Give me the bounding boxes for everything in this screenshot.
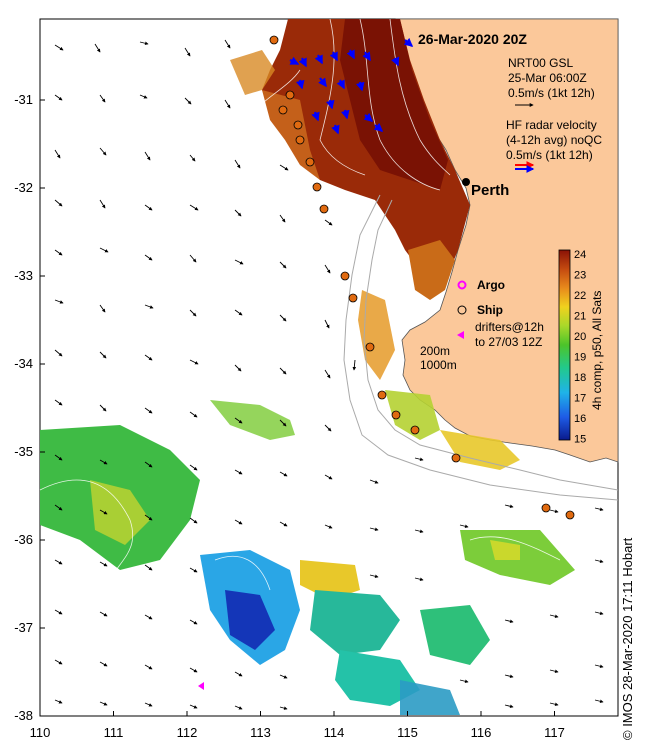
legend-gsl-line3: 0.5m/s (1kt 12h): [508, 86, 595, 100]
x-tick-label: 114: [324, 725, 345, 740]
x-tick-label: 116: [471, 725, 492, 740]
colorbar-tick-label: 17: [574, 393, 586, 405]
legend-drifters-line1: drifters@12h: [475, 320, 544, 334]
legend: NRT00 GSL 25-Mar 06:00Z 0.5m/s (1kt 12h)…: [420, 56, 602, 372]
colorbar-tick-label: 24: [574, 249, 586, 261]
y-tick-label: -33: [14, 268, 33, 283]
sst-patches: [40, 19, 575, 715]
y-tick-label: -32: [14, 180, 33, 195]
colorbar-ticks: 24 23 22 21 20 19 18 17 16 15: [574, 249, 586, 446]
isobaths: [343, 194, 619, 501]
colorbar-tick-label: 15: [574, 434, 586, 446]
colorbar-tick-label: 20: [574, 331, 586, 343]
colorbar-tick-label: 19: [574, 352, 586, 364]
colorbar-tick-label: 18: [574, 372, 586, 384]
legend-hf-line1: HF radar velocity: [506, 118, 597, 132]
drifter-legend-icon: [457, 331, 464, 339]
legend-hf-line2: (4-12h avg) noQC: [506, 133, 602, 147]
legend-gsl-line1: NRT00 GSL: [508, 56, 573, 70]
ship-markers: [269, 35, 575, 520]
x-tick-label: 110: [30, 725, 51, 740]
map-title: 26-Mar-2020 20Z: [418, 31, 527, 47]
legend-drifters-line2: to 27/03 12Z: [475, 335, 542, 349]
colorbar-tick-label: 21: [574, 311, 586, 323]
x-tick-label: 111: [104, 725, 124, 740]
credit-text: © IMOS 28-Mar-2020 17:11 Hobart: [620, 537, 635, 740]
hf-radar-arrows: [289, 37, 414, 135]
ship-legend-icon: [457, 305, 467, 315]
city-label-perth: Perth: [471, 182, 509, 199]
sst-contours: [39, 18, 561, 591]
x-tick-label: 112: [177, 725, 198, 740]
legend-depth-200: 200m: [420, 344, 450, 358]
x-tick-label: 117: [544, 725, 565, 740]
y-tick-label: -37: [14, 620, 33, 635]
colorbar-tick-label: 23: [574, 270, 586, 282]
legend-gsl-line2: 25-Mar 06:00Z: [508, 71, 587, 85]
colorbar-tick-label: 16: [574, 413, 586, 425]
legend-hf-line3: 0.5m/s (1kt 12h): [506, 148, 593, 162]
argo-legend-icon: [457, 280, 467, 290]
y-tick-label: -36: [14, 532, 33, 547]
y-tick-label: -31: [14, 92, 33, 107]
colorbar-ramp: [558, 249, 571, 441]
y-tick-label: -34: [14, 356, 33, 371]
y-axis-ticks: -31 -32 -33 -34 -35 -36 -37 -38: [14, 92, 45, 723]
gsl-velocity-arrows: [54, 39, 604, 710]
legend-depth-1000: 1000m: [420, 358, 457, 372]
colorbar-title: 4h comp, p50, All Sats: [590, 291, 604, 410]
y-tick-label: -38: [14, 708, 33, 723]
x-tick-label: 113: [250, 725, 271, 740]
drifter-marker: [198, 682, 204, 690]
perth-marker: [462, 178, 470, 186]
legend-argo-label: Argo: [477, 278, 505, 292]
y-tick-label: -35: [14, 444, 33, 459]
colorbar-tick-label: 22: [574, 290, 586, 302]
colorbar: 24 23 22 21 20 19 18 17 16 15 4h comp, p50, All S…: [558, 249, 604, 446]
x-axis-ticks: 110 111 112 113 114 115 116 117: [30, 711, 565, 740]
x-tick-label: 115: [397, 725, 418, 740]
legend-ship-label: Ship: [477, 303, 503, 317]
